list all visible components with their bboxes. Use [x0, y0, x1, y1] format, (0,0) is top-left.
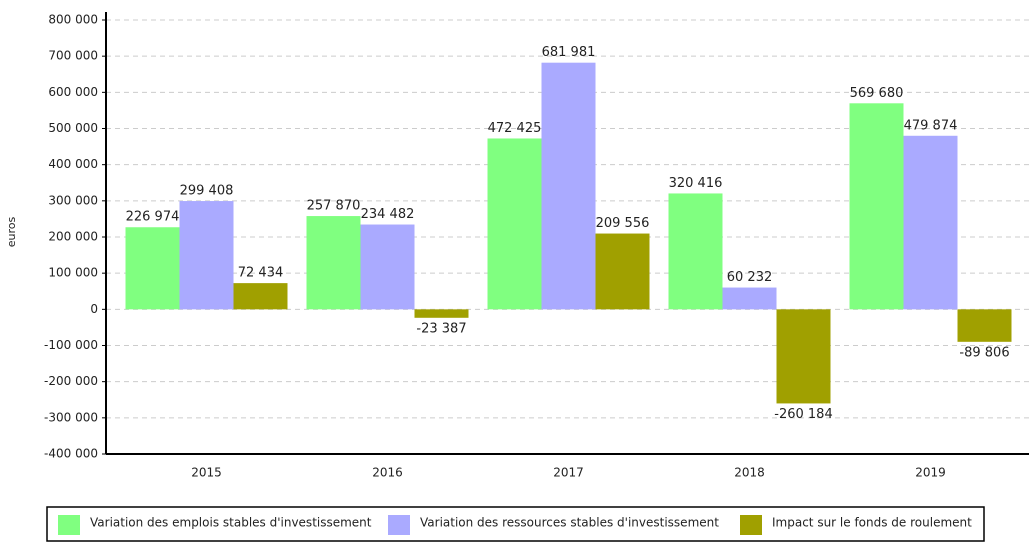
legend-swatch	[388, 515, 410, 535]
bar	[233, 283, 288, 310]
value-label: 320 416	[669, 176, 723, 191]
value-label: 681 981	[542, 45, 596, 60]
value-label: 60 232	[727, 270, 773, 285]
y-tick-label: 0	[90, 302, 98, 316]
x-tick-label: 2019	[915, 466, 946, 480]
y-tick-label: -200 000	[44, 374, 98, 388]
value-label: 72 434	[238, 266, 284, 281]
x-tick-label: 2018	[734, 466, 765, 480]
legend-swatch	[58, 515, 80, 535]
y-tick-label: 200 000	[48, 230, 98, 244]
bar	[179, 201, 234, 310]
legend-label: Variation des ressources stables d'inves…	[420, 516, 719, 530]
legend-label: Impact sur le fonds de roulement	[772, 516, 972, 530]
legend-box	[46, 506, 985, 542]
y-tick-label: 600 000	[48, 85, 98, 99]
bar	[541, 62, 596, 310]
bar	[125, 227, 180, 310]
y-tick-label: 300 000	[48, 193, 98, 207]
value-label: 257 870	[307, 199, 361, 214]
y-tick-label: -100 000	[44, 338, 98, 352]
y-tick-label: 100 000	[48, 266, 98, 280]
y-tick-label: -400 000	[44, 447, 98, 461]
y-tick-label: 400 000	[48, 157, 98, 171]
value-label: -23 387	[416, 321, 466, 336]
value-label: 299 408	[180, 184, 234, 199]
value-label: 472 425	[488, 121, 542, 136]
bar	[595, 233, 650, 310]
bar	[414, 309, 469, 318]
bar	[903, 135, 958, 310]
y-tick-label: 700 000	[48, 49, 98, 63]
bar	[722, 287, 777, 310]
x-tick-label: 2017	[553, 466, 584, 480]
legend-label: Variation des emplois stables d'investis…	[90, 516, 372, 530]
value-label: -89 806	[959, 345, 1009, 360]
x-tick-label: 2016	[372, 466, 403, 480]
bar	[849, 103, 904, 310]
value-label: 234 482	[361, 207, 415, 222]
value-label: 226 974	[126, 210, 180, 225]
bar	[360, 224, 415, 310]
bar	[957, 309, 1012, 342]
value-label: -260 184	[774, 407, 832, 422]
y-tick-label: 500 000	[48, 121, 98, 135]
value-label: 569 680	[850, 86, 904, 101]
bar	[668, 193, 723, 310]
y-tick-label: 800 000	[48, 13, 98, 27]
bar	[776, 309, 831, 404]
value-label: 479 874	[904, 118, 958, 133]
bar	[306, 216, 361, 310]
value-label: 209 556	[596, 216, 650, 231]
y-tick-label: -300 000	[44, 410, 98, 424]
x-tick-label: 2015	[191, 466, 222, 480]
bar	[487, 138, 542, 310]
legend-swatch	[740, 515, 762, 535]
y-axis-label: euros	[5, 216, 18, 247]
